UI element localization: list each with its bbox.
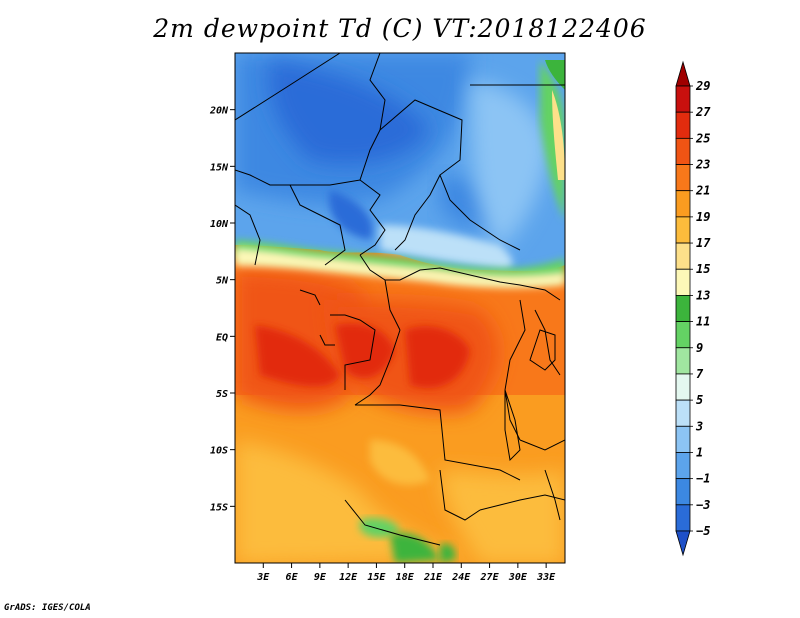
legend-swatch <box>675 321 691 349</box>
legend-label: 11 <box>696 315 710 329</box>
legend-swatch <box>675 295 691 322</box>
legend-label: −3 <box>696 498 710 512</box>
latitude-axis: 20N 15N 10N 5N EQ 5S 10S 15S <box>209 106 235 513</box>
lon-tick-label: 21E <box>423 572 443 583</box>
lon-tick-label: 30E <box>508 572 528 583</box>
lon-tick-label: 27E <box>480 572 500 583</box>
legend-swatch <box>675 268 691 296</box>
lat-tick-label: 15N <box>210 162 229 173</box>
lon-tick-label: 18E <box>396 572 415 583</box>
lon-tick-label: 33E <box>536 572 556 583</box>
legend-label: 17 <box>696 236 711 250</box>
lon-tick-label: 24E <box>451 572 471 583</box>
legend-swatch <box>675 111 691 139</box>
lon-tick-label: 9E <box>314 572 327 583</box>
legend-label: 5 <box>696 393 703 407</box>
legend-label: 19 <box>696 210 710 224</box>
dewpoint-field <box>235 53 565 563</box>
legend-label: 25 <box>695 131 710 145</box>
map-frame <box>234 52 566 564</box>
lat-tick-label: 5S <box>216 389 228 400</box>
lat-tick-label: 15S <box>210 502 228 513</box>
legend-swatch <box>675 373 691 401</box>
legend-label: 27 <box>695 105 711 119</box>
legend-label: 23 <box>695 158 710 172</box>
legend-label: 1 <box>696 445 703 459</box>
lat-tick-label: EQ <box>216 332 228 343</box>
legend-swatch <box>675 216 691 244</box>
legend-label: 29 <box>695 79 710 93</box>
legend-swatch <box>675 452 691 480</box>
legend-label: 3 <box>695 419 703 433</box>
legend-swatch <box>675 85 691 113</box>
lat-tick-label: 10S <box>210 446 228 457</box>
colorbar-legend: 29 27 25 23 21 19 17 15 13 11 9 7 5 3 1 −1 −3 −5 <box>675 60 711 557</box>
credit-text: GrADS: IGES/COLA <box>4 603 91 613</box>
legend-swatch <box>675 137 691 165</box>
lat-tick-label: 20N <box>209 106 229 117</box>
lon-tick-label: 15E <box>367 572 386 583</box>
map-title: 2m dewpoint Td (C) VT:2018122406 <box>153 14 647 43</box>
legend-swatch <box>675 478 691 506</box>
legend-swatch <box>675 425 691 453</box>
legend-swatch-bottom <box>675 530 691 557</box>
legend-swatch <box>675 347 691 375</box>
legend-swatch <box>675 190 691 218</box>
country-borders <box>235 53 565 546</box>
legend-swatch-top <box>675 60 691 87</box>
legend-swatch <box>675 242 691 270</box>
lon-tick-label: 12E <box>339 572 358 583</box>
legend-label: 9 <box>696 341 703 355</box>
legend-label: 13 <box>696 288 710 302</box>
lon-tick-label: 6E <box>286 572 299 583</box>
lat-tick-label: 10N <box>210 219 229 230</box>
legend-label: 7 <box>696 367 704 381</box>
lon-tick-label: 3E <box>256 572 270 583</box>
legend-swatch <box>675 399 691 427</box>
legend-label: −5 <box>696 524 710 538</box>
legend-swatch <box>675 164 691 192</box>
longitude-axis: 3E 6E 9E 12E 15E 18E 21E 24E 27E 30E 33E <box>256 563 556 583</box>
lat-tick-label: 5N <box>216 276 229 287</box>
legend-label: 21 <box>695 184 710 198</box>
legend-swatch <box>675 504 691 532</box>
legend-label: 15 <box>696 262 710 276</box>
legend-label: −1 <box>696 472 710 486</box>
